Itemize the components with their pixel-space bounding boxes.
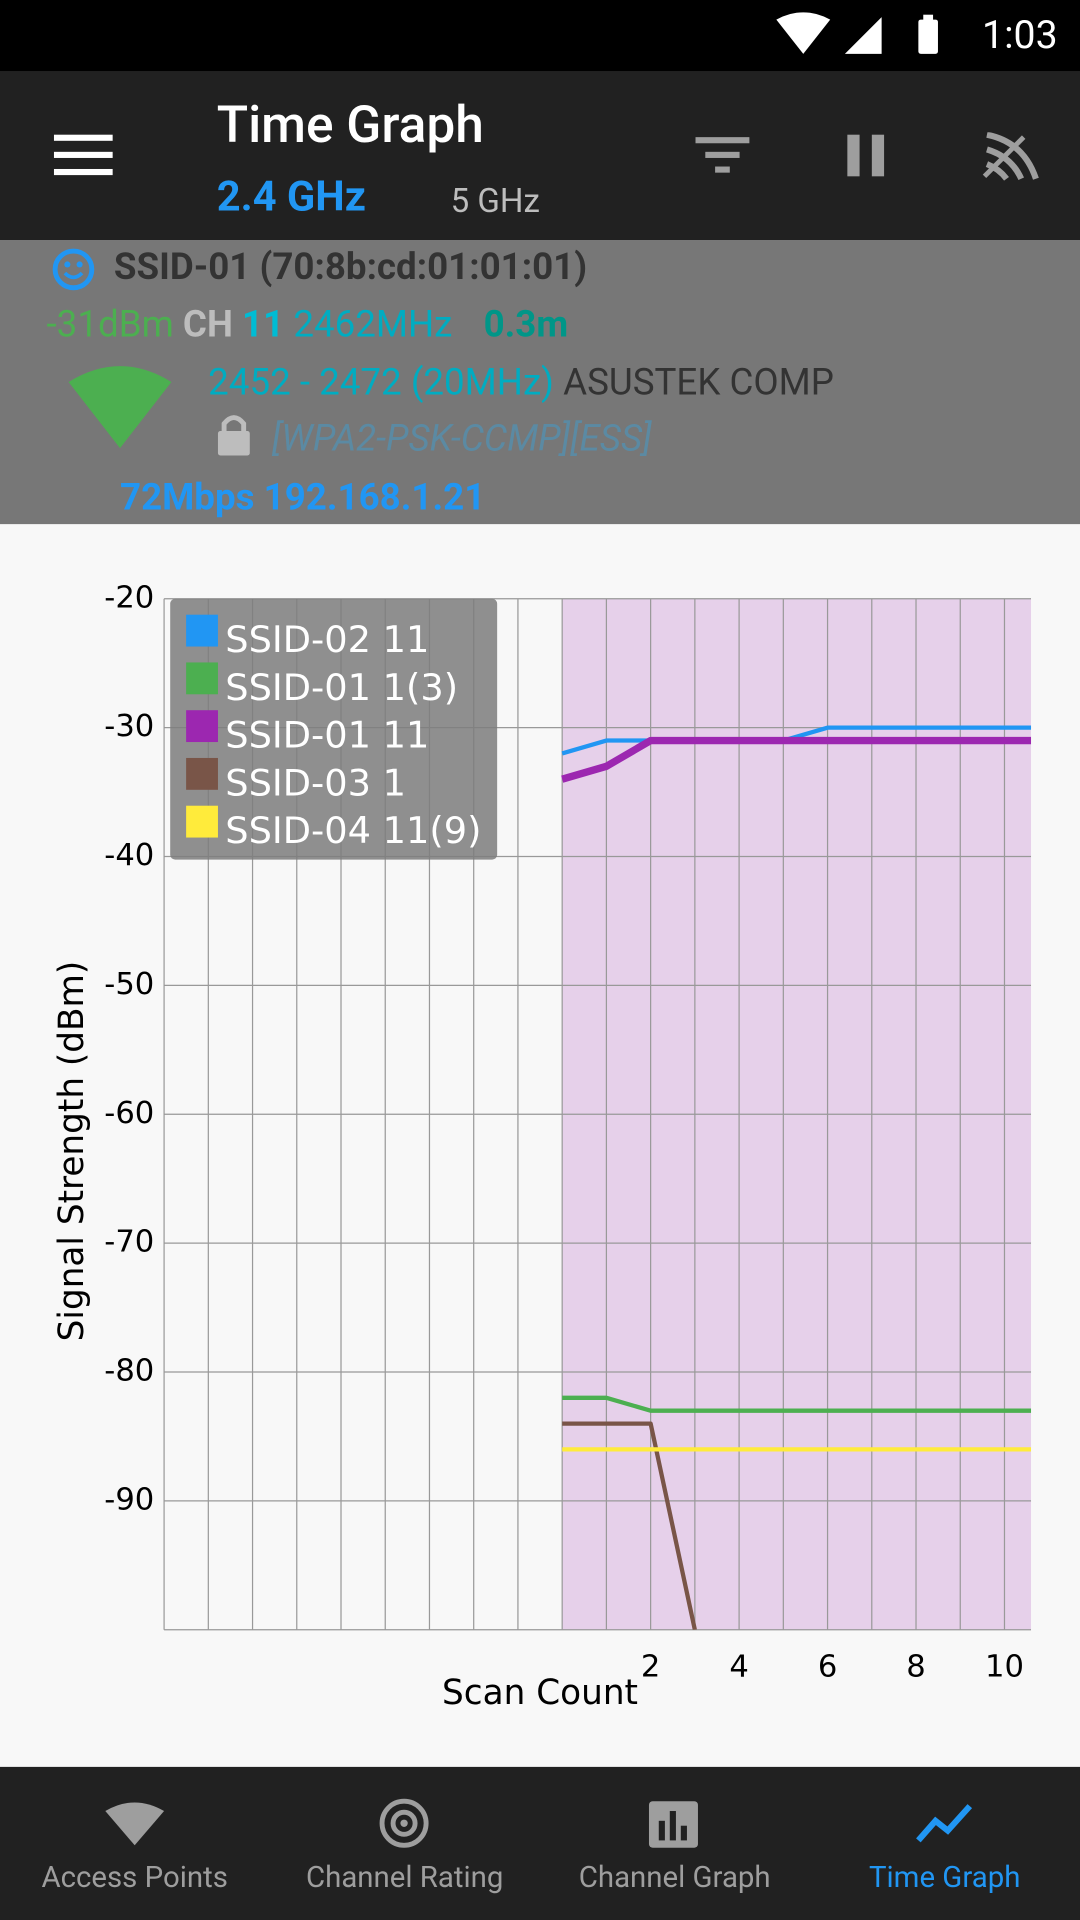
- toolbar-icons[interactable]: [693, 132, 1048, 186]
- y-tick-label: -40: [104, 838, 154, 873]
- app-title: Time Graph: [216, 95, 484, 156]
- range-line: 2452 - 2472 (20MHz) ASUSTEK COMP: [208, 364, 834, 402]
- x-tick-label: 8: [906, 1649, 925, 1684]
- clock: 1:03: [982, 11, 1058, 58]
- signal: -31dBm: [46, 303, 174, 347]
- legend-label: SSID-01 11: [225, 714, 429, 757]
- nav-icons: [105, 1798, 973, 1848]
- nav-item[interactable]: Channel Rating: [306, 1860, 504, 1895]
- x-tick-label: 6: [818, 1649, 837, 1684]
- chart-area: Scan Count Signal Strength (dBm) -20 -30 -…: [0, 524, 1080, 1767]
- series-line: [561, 725, 1032, 756]
- nav-item[interactable]: Channel Graph: [578, 1860, 771, 1895]
- series-line: [562, 1421, 697, 1630]
- series-line: [561, 736, 1032, 783]
- app-bar: Time Graph 2.4 GHz 5 GHz: [0, 71, 1080, 241]
- legend-box: [170, 598, 498, 860]
- legend-swatch: [186, 662, 218, 695]
- chart: Scan Count Signal Strength (dBm) -20 -30 -…: [52, 580, 1032, 1713]
- legend-swatch: [186, 757, 218, 790]
- security: [WPA2-PSK-CCMP][ESS]: [271, 417, 652, 461]
- bottom-nav: Access Points Channel Rating Channel Graph…: [0, 1766, 1080, 1920]
- y-tick-label: -60: [104, 1096, 154, 1131]
- y-tick-label: -80: [104, 1354, 154, 1389]
- x-axis-title: Scan Count: [442, 1673, 638, 1713]
- distance: 0.3m: [483, 303, 569, 347]
- wifi-icon: [68, 366, 172, 449]
- band-tab[interactable]: 2.4 GHz: [216, 172, 366, 222]
- legend-label: SSID-02 11: [225, 618, 429, 661]
- plot-lines: [561, 725, 1032, 1630]
- x-tick-label: 4: [729, 1649, 748, 1684]
- smiley-icon: [52, 248, 95, 291]
- x-tick-label: 10: [985, 1649, 1024, 1684]
- y-axis-title: Signal Strength (dBm): [52, 961, 92, 1342]
- y-tick-label: -20: [104, 580, 154, 615]
- series-line: [562, 1395, 1032, 1413]
- link-info: 72Mbps 192.168.1.21: [120, 476, 486, 520]
- range: 2452 - 2472 (20MHz): [208, 361, 554, 405]
- y-tick-label: -90: [104, 1482, 154, 1517]
- legend-label: SSID-04 11(9): [225, 809, 481, 852]
- vendor: ASUSTEK COMP: [563, 361, 834, 405]
- band-tab[interactable]: 5 GHz: [450, 181, 540, 221]
- channel: 11: [242, 303, 285, 347]
- status-bar: 1:03: [0, 0, 1080, 72]
- channel-label: CH: [182, 303, 233, 347]
- x-tick-label: 2: [641, 1649, 660, 1684]
- signal-line: -31dBm CH 11 2462MHz 0.3m: [47, 307, 569, 344]
- ssid: SSID-01 (70:8b:cd:01:01:01): [113, 246, 588, 289]
- status-icons: [776, 12, 938, 54]
- legend-swatch: [186, 710, 218, 743]
- legend-label: SSID-03 1: [225, 761, 406, 804]
- connection-panel[interactable]: SSID-01 (70:8b:cd:01:01:01) -31dBm CH 11…: [0, 240, 1080, 525]
- legend-swatch: [186, 805, 218, 838]
- y-tick-label: -50: [104, 967, 154, 1002]
- nav-item[interactable]: Access Points: [41, 1860, 228, 1895]
- frequency: 2462MHz: [293, 303, 453, 347]
- legend-label: SSID-01 1(3): [225, 666, 458, 709]
- legend-swatch: [186, 614, 218, 647]
- nav-item[interactable]: Time Graph: [868, 1860, 1021, 1895]
- menu-button[interactable]: [53, 132, 115, 176]
- y-tick-label: -30: [104, 709, 154, 744]
- lock-icon: [217, 415, 250, 456]
- y-tick-label: -70: [104, 1225, 154, 1260]
